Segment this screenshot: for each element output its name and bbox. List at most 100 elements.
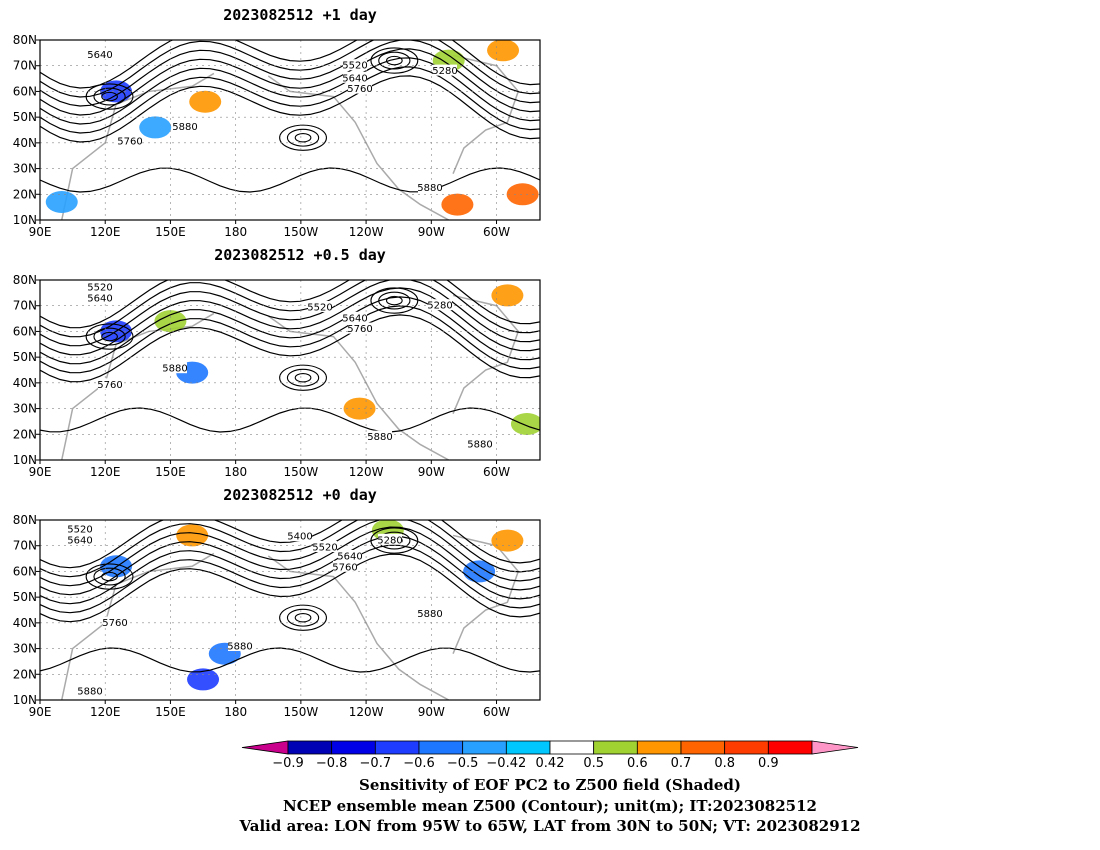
contour-line: [40, 520, 540, 587]
contour-label-bg: [88, 48, 112, 60]
contour-line: [40, 544, 540, 614]
contour-closed: [370, 47, 419, 74]
y-tick-label: 10N: [13, 213, 37, 227]
contour-label: 5520: [312, 543, 337, 554]
x-tick-label: 90E: [29, 225, 52, 239]
colorbar-tick-label: 0.8: [714, 756, 735, 771]
contour-closed: [93, 327, 126, 346]
colorbar-swatch: [593, 740, 638, 755]
contour-closed: [378, 51, 411, 70]
contour-line-5880: [40, 167, 540, 193]
x-tick-label: 60W: [483, 225, 510, 239]
shaded-region: [491, 529, 524, 552]
contour-closed: [385, 55, 403, 66]
contour-label: 5640: [337, 552, 362, 563]
contour-label: 5520: [87, 283, 112, 294]
contour-line: [40, 553, 540, 623]
contour-line: [40, 40, 540, 89]
colorbar-tick-label: −0.8: [316, 756, 348, 771]
contour-line-5880: [40, 407, 540, 433]
coastline-america: [267, 75, 450, 220]
contour-closed: [85, 323, 134, 350]
x-tick-label: 60W: [483, 465, 510, 479]
contour-label-bg: [88, 292, 112, 303]
x-tick-label: 90W: [418, 465, 445, 479]
colorbar: −0.9 −0.8 −0.7 −0.6 −0.5 −0.42 0.42 0.5 0.6 0.7 0.…: [241, 740, 859, 771]
contour-label-bg: [333, 560, 357, 572]
contour-label-bg: [468, 437, 492, 449]
contour-label: 5280: [432, 66, 457, 77]
colorbar-tick-label: 0.6: [627, 756, 648, 771]
colorbar-swatch: [549, 740, 595, 755]
contour-label-bg: [343, 59, 367, 71]
colorbar-swatch: [418, 740, 464, 755]
contour-closed: [378, 291, 411, 310]
y-tick-label: 70N: [13, 539, 37, 553]
contour-line: [40, 66, 540, 134]
contour-label: 5640: [87, 294, 112, 305]
contour-label-bg: [343, 311, 367, 323]
x-tick-label: 180: [224, 465, 247, 479]
shaded-region: [45, 191, 78, 213]
contour-closed: [294, 612, 312, 623]
y-tick-label: 10N: [13, 453, 37, 467]
contour-label: 5880: [162, 364, 187, 375]
y-tick-label: 50N: [13, 350, 37, 364]
contour-label-bg: [418, 181, 442, 193]
contour-label-bg: [343, 71, 367, 83]
y-tick-label: 40N: [13, 376, 37, 390]
colorbar-swatch: [287, 740, 333, 755]
contour-line: [40, 520, 540, 578]
x-tick-label: 180: [224, 705, 247, 719]
y-tick-label: 80N: [13, 513, 37, 527]
contour-label-bg: [98, 378, 122, 390]
y-tick-label: 50N: [13, 590, 37, 604]
contour-label-bg: [103, 616, 127, 628]
colorbar-swatch: [462, 740, 507, 755]
contour-label-bg: [68, 533, 92, 545]
contour-label-bg: [368, 430, 392, 442]
contour-label: 5640: [67, 535, 92, 546]
contour-label: 5280: [377, 535, 402, 546]
colorbar-max-arrow: [811, 740, 859, 755]
x-tick-label: 150E: [155, 465, 186, 479]
coastline-east: [452, 54, 520, 175]
contour-line: [40, 520, 540, 569]
panel-frame: [39, 39, 541, 221]
contour-label: 5640: [342, 313, 367, 324]
y-tick-label: 60N: [13, 84, 37, 98]
contour-label: 5760: [117, 136, 142, 147]
colorbar-tick-label: −0.42: [486, 756, 526, 771]
shaded-region: [176, 524, 209, 547]
y-tick-label: 30N: [13, 162, 37, 176]
contour-closed: [370, 287, 419, 314]
contour-label: 5760: [347, 324, 372, 335]
contour-label-bg: [173, 120, 197, 132]
contour-label-bg: [313, 541, 337, 552]
contour-closed: [370, 527, 419, 554]
contour-closed: [294, 372, 312, 383]
colorbar-swatch: [374, 740, 420, 755]
contour-label: 5400: [287, 532, 312, 543]
contour-closed: [286, 128, 320, 147]
colorbar-tick-label: 0.7: [671, 756, 692, 771]
contour-closed: [279, 124, 327, 151]
colorbar-swatch: [724, 740, 769, 755]
colorbar-tick-label: −0.9: [272, 756, 304, 771]
y-tick-label: 30N: [13, 402, 37, 416]
panel-plot-area: [40, 520, 540, 700]
shaded-region: [154, 310, 187, 333]
contour-line: [40, 287, 540, 356]
panel-frame: [39, 519, 541, 701]
panel-title: 2023082512 +0.5 day: [214, 246, 386, 264]
contour-label: 5640: [87, 50, 112, 61]
shaded-region: [491, 284, 524, 307]
contour-label-bg: [163, 362, 187, 374]
panel-plot-area: [40, 40, 540, 220]
contour-label-bg: [348, 82, 372, 94]
caption-line-3: Valid area: LON from 95W to 65W, LAT fro…: [239, 817, 861, 835]
shaded-region: [510, 413, 540, 435]
contour-label-bg: [433, 64, 457, 76]
contour-label-bg: [378, 533, 402, 545]
